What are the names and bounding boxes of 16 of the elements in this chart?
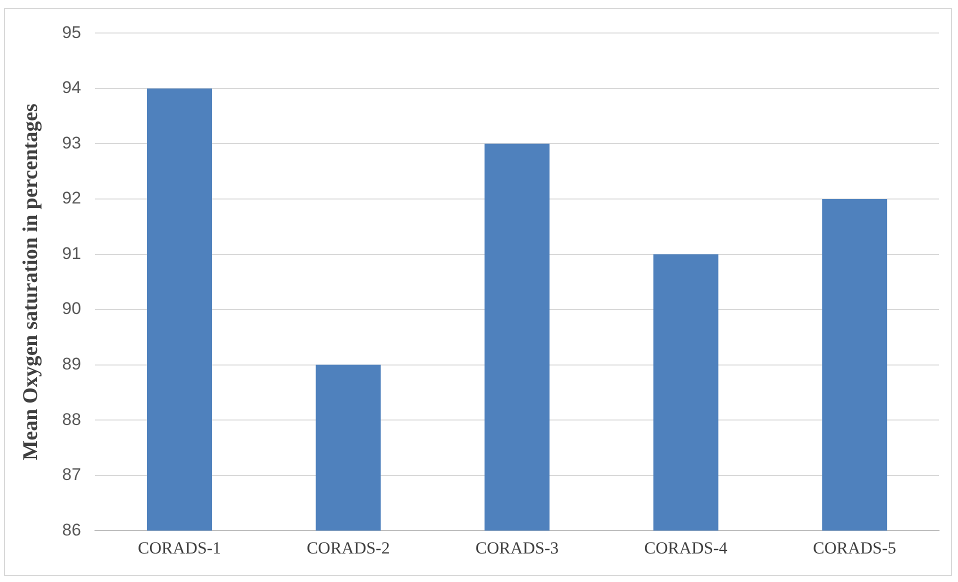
y-tick-label: 95 [62,22,82,42]
x-tick-label: CORADS-5 [813,538,896,558]
y-tick-label: 92 [62,188,82,208]
x-tick-label: CORADS-3 [475,538,559,558]
y-tick-label: 88 [62,410,82,429]
y-tick-label: 93 [62,133,82,152]
y-tick-label: 87 [62,465,82,484]
y-axis-title: Mean Oxygen saturation in percentages [18,104,42,460]
x-tick-label: CORADS-4 [644,538,728,558]
x-tick-label: CORADS-1 [138,538,222,558]
y-tick-label: 94 [62,78,82,98]
y-tick-label: 89 [62,354,82,374]
y-tick-label: 91 [62,244,82,263]
y-tick-label: 86 [62,520,82,540]
x-tick-label: CORADS-2 [306,538,390,558]
y-tick-label: 90 [62,299,82,318]
